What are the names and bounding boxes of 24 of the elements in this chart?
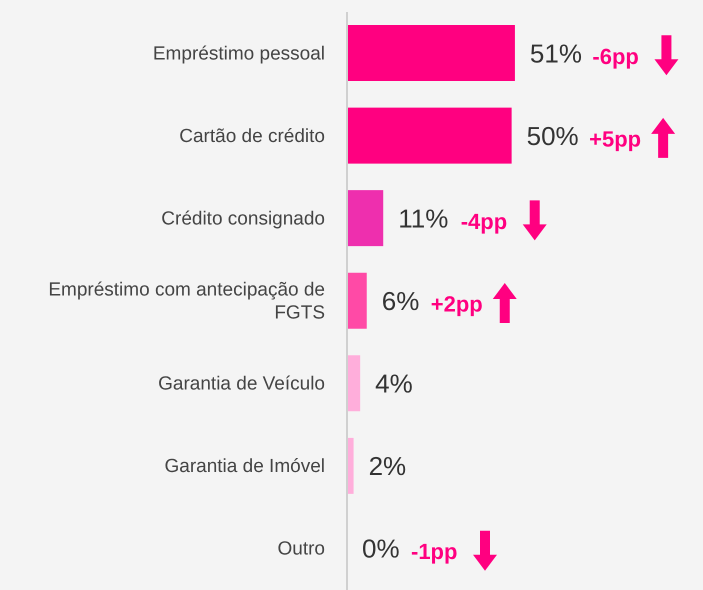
bar [347, 108, 512, 164]
text: +5pp [589, 126, 642, 152]
y-tick-label: Outro [277, 538, 325, 560]
bar [347, 190, 384, 246]
y-tick-label: Garantia de Imóvel [164, 456, 325, 477]
data-label: 51% [530, 38, 582, 68]
bar [347, 355, 360, 412]
y-tick-label: Crédito consignado [161, 208, 325, 229]
bar [347, 25, 515, 81]
text: -6pp [592, 44, 639, 69]
annotation: -4pp [460, 208, 508, 234]
data-label: 50% [526, 120, 579, 151]
y-tick-label: Empréstimo com antecipação de FGTS [48, 279, 325, 323]
annotation: +2pp [430, 292, 483, 316]
y-tick-label: Empréstimo pessoal [152, 42, 325, 64]
data-label: 6% [382, 286, 420, 316]
bar [347, 272, 367, 329]
y-tick-label: Cartão de crédito [179, 125, 325, 146]
data-label: 11% [398, 203, 448, 234]
data-label: 0% [362, 534, 400, 564]
data-label: 2% [368, 451, 406, 482]
annotation: -1pp [411, 539, 458, 564]
y-tick-label: Garantia de Veículo [158, 373, 325, 394]
data-label: 4% [375, 368, 413, 399]
